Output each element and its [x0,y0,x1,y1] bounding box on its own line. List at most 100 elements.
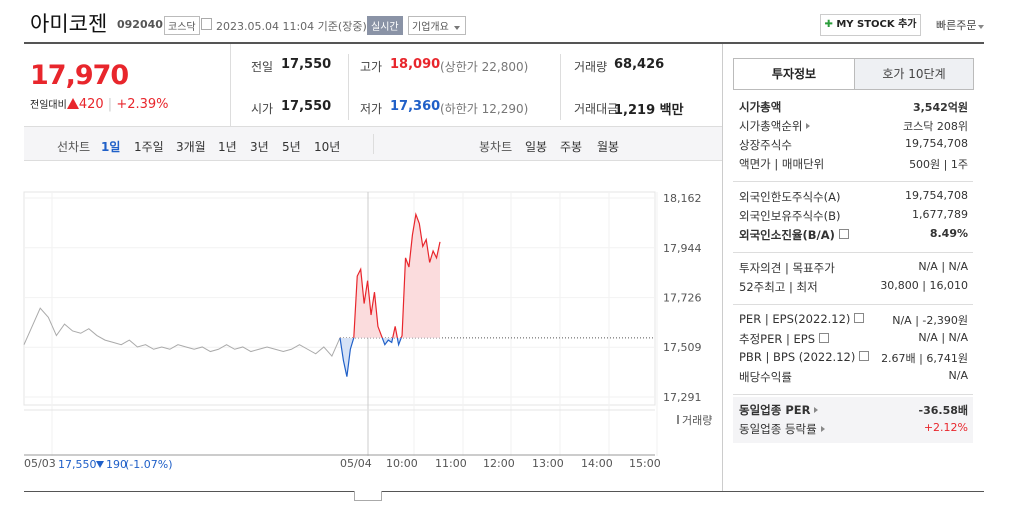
info-label-text: 동일업종 PER [739,403,811,417]
x-tick-label: 10:00 [386,457,418,470]
change-pct: +2.39% [116,97,169,112]
volume-label: 거래량 [682,414,712,427]
collapse-button[interactable] [354,491,382,501]
price-change: 전일대비 420 | +2.39% [30,97,169,112]
period-tab[interactable]: 3개월 [176,140,206,154]
timestamp: 2023.05.04 11:04 기준(장중) [216,20,367,33]
prev-close: 17,550 [58,458,97,471]
prev-change-pct: (-1.07%) [125,458,173,471]
volume-key [677,415,679,424]
info-value: N/A | N/A [918,260,968,273]
info-label: 액면가 | 매매단위 [739,156,824,172]
info-label: 추정PER | EPS [739,331,830,347]
candle-tab[interactable]: 월봉 [597,140,620,154]
y-tick-label: 17,944 [663,242,702,255]
y-tick-label: 17,726 [663,292,702,305]
quote-label: 고가 [360,60,383,74]
x-tick-label: 11:00 [435,457,467,470]
invest-tab[interactable]: 호가 10단계 [854,58,974,90]
company-info-text: 기업개요 [412,22,449,33]
info-label-text: 액면가 | 매매단위 [739,157,825,171]
current-price: 17,970 [30,60,129,91]
quote-label: 시가 [251,102,274,116]
period-tab[interactable]: 3년 [250,140,269,154]
line-up [340,212,441,338]
quote-value: 17,550 [281,57,332,72]
info-value: +2.12% [923,421,968,434]
company-info[interactable]: 기업개요 [408,16,466,35]
help-icon[interactable] [859,351,870,361]
header-rule [24,42,984,44]
quote-label: 전일 [251,60,274,74]
info-value: 8.49% [929,227,968,240]
help-icon[interactable] [838,229,849,239]
invest-tab[interactable]: 투자정보 [733,58,855,89]
info-label: 외국인보유주식수(B) [739,208,841,224]
info-value: 코스닥 208위 [903,120,968,133]
info-label: 시가총액 [739,99,781,115]
quote-value: 17,550 [281,99,332,114]
x-tick-label: 14:00 [581,457,613,470]
info-value: -36.58배 [918,404,968,417]
info-label-text: 상장주식수 [739,138,792,152]
line [23,307,341,358]
group-rule [733,394,973,395]
period-tab[interactable]: 1년 [218,140,237,154]
info-label-text: 동일업종 등락률 [739,422,817,436]
period-tab[interactable]: 1주일 [134,140,164,154]
info-label: 52주최고 | 최저 [739,279,818,295]
line-down [339,337,402,377]
prev-change: 190 [94,458,127,471]
info-label: 투자의견 | 목표주가 [739,260,835,276]
quick-order-text: 빠른주문 [936,19,977,32]
group-rule [733,304,973,305]
info-label-text: 추정PER | EPS [739,332,816,346]
stock-name: 아미코젠 [30,12,108,36]
info-value: 19,754,708 [905,137,968,150]
group-rule [733,181,973,182]
quote-label: 거래량 [574,60,608,74]
info-label-text: 시가총액 [739,100,782,114]
info-label: 외국인한도주식수(A) [739,189,840,205]
info-label-text: 외국인소진율(B/A) [739,228,835,242]
info-value: N/A [948,369,968,382]
y-tick-label: 17,509 [663,341,702,354]
info-label-text: 외국인보유주식수(B) [739,209,841,223]
info-label-text: 외국인한도주식수(A) [739,190,841,204]
prev-change-value: 190 [106,458,127,471]
candle-tab[interactable]: 일봉 [525,140,548,154]
info-label: 외국인소진율(B/A) [739,227,849,243]
x-tick-label: 15:00 [629,457,661,470]
realtime-badge[interactable]: 실시간 [367,16,403,35]
help-icon[interactable] [854,313,865,323]
period-tab[interactable]: 1일 [101,140,121,154]
info-label: 시가총액순위 [739,118,811,134]
help-icon[interactable] [819,333,830,343]
x-tick-label: 13:00 [532,457,564,470]
mystock-button[interactable]: ✚ MY STOCK 추가 [820,14,921,36]
info-value: 19,754,708 [905,189,968,202]
market-badge: 코스닥 [164,16,200,35]
info-label-text: 52주최고 | 최저 [739,280,818,294]
period-tab[interactable]: 5년 [282,140,301,154]
info-value: 500원 | 1주 [909,158,968,171]
info-label-text: 배당수익률 [739,370,792,384]
x-tick-label: 05/04 [340,457,372,470]
info-value: N/A | -2,390원 [892,314,968,327]
info-label: 상장주식수 [739,137,792,153]
quick-order[interactable]: 빠른주문 [936,17,986,33]
x-tick-label: 05/03 [24,457,56,470]
tab-rule [733,89,973,90]
info-value: 1,677,789 [912,208,968,221]
info-label-text: 시가총액순위 [739,119,803,133]
info-value: 30,800 | 16,010 [880,279,968,292]
info-label-text: PBR | BPS (2022.12) [739,350,856,364]
quote-value: 18,090 [390,57,441,72]
candle-tab[interactable]: 주봉 [560,140,583,154]
info-label: 배당수익률 [739,369,792,385]
info-label: PBR | BPS (2022.12) [739,350,870,364]
period-tab[interactable]: 10년 [314,140,341,154]
quote-value: 68,426 [614,57,665,72]
